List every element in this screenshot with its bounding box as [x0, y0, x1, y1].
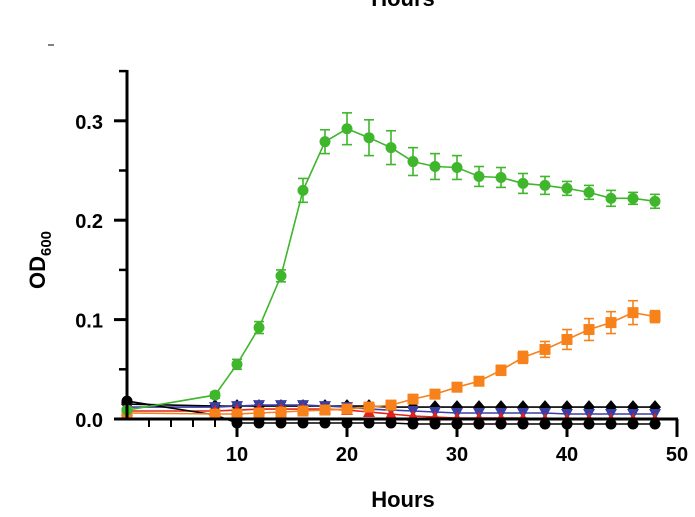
series-1-point-6	[319, 404, 331, 416]
x-tick-label-10: 10	[226, 444, 248, 466]
series-0-point-14	[495, 171, 507, 183]
series-0-point-6	[319, 136, 331, 148]
series-1-point-21	[649, 311, 661, 323]
series-5-line	[126, 400, 655, 425]
x-axis-title: Hours	[371, 487, 435, 512]
series-0-point-20	[627, 192, 639, 204]
series-0-point-10	[407, 156, 419, 168]
series-0-point-3	[253, 322, 265, 334]
series-1-point-3	[253, 407, 265, 419]
series-3-line	[127, 404, 655, 415]
series-1-point-1	[209, 408, 221, 420]
series-1-point-4	[275, 406, 287, 418]
series-0-point-11	[429, 161, 441, 173]
series-0-point-17	[561, 182, 573, 194]
series-1-point-13	[473, 375, 485, 387]
series-1-point-14	[495, 364, 507, 376]
y-axis-title-subscript: 600	[38, 231, 55, 256]
series-0-point-7	[341, 123, 353, 135]
series-1-point-19	[605, 317, 617, 329]
series-1-line	[126, 311, 656, 415]
x-tick-label-20: 20	[336, 444, 358, 466]
series-1-point-7	[341, 403, 353, 415]
series-0	[121, 112, 661, 416]
series-0-point-13	[473, 170, 485, 182]
series-1-point-2	[231, 408, 243, 420]
y-tick-label-0: 0.0	[75, 410, 103, 432]
series-0-point-21	[649, 195, 661, 207]
chart-top-title: Hours	[371, 0, 435, 11]
series-4-point-9	[385, 408, 397, 420]
y-tick-label-1: 0.1	[75, 311, 103, 333]
axes-layer	[125, 70, 678, 421]
series-0-point-9	[385, 142, 397, 154]
ticks-layer: 10 20 30 40 50 0.0 0.1 0.2 0.3	[75, 69, 688, 466]
series-0-point-19	[605, 192, 617, 204]
series-1-point-15	[517, 351, 529, 363]
y-tick-label-2: 0.2	[75, 211, 103, 233]
x-tick-label-50: 50	[666, 444, 688, 466]
series-0-point-1	[209, 389, 221, 401]
series-0-point-12	[451, 162, 463, 174]
series-0-point-5	[297, 184, 309, 196]
series-0-point-4	[275, 270, 287, 282]
series-1-point-5	[297, 405, 309, 417]
series-1-point-17	[561, 333, 573, 345]
series-0-point-8	[363, 132, 375, 144]
series-1	[121, 299, 661, 420]
series-1-point-20	[627, 307, 639, 319]
series-0-line	[126, 127, 656, 411]
series-0-point-18	[583, 186, 595, 198]
y-axis-title: OD600	[25, 231, 55, 289]
series-0-point-15	[517, 177, 529, 189]
series-1-point-8	[363, 401, 375, 413]
series-1-point-18	[583, 324, 595, 336]
series-0-point-2	[231, 358, 243, 370]
x-tick-label-40: 40	[556, 444, 578, 466]
series-0-point-16	[539, 179, 551, 191]
series-1-point-16	[539, 343, 551, 355]
y-tick-label-3: 0.3	[75, 112, 103, 134]
series-1-point-11	[429, 388, 441, 400]
series-1-point-12	[451, 381, 463, 393]
series-layer	[121, 112, 661, 430]
series-2-line	[126, 403, 655, 408]
y-axis-title-main: OD	[25, 256, 50, 289]
series-1-point-9	[385, 399, 397, 411]
x-tick-label-30: 30	[446, 444, 468, 466]
series-1-point-10	[407, 393, 419, 405]
